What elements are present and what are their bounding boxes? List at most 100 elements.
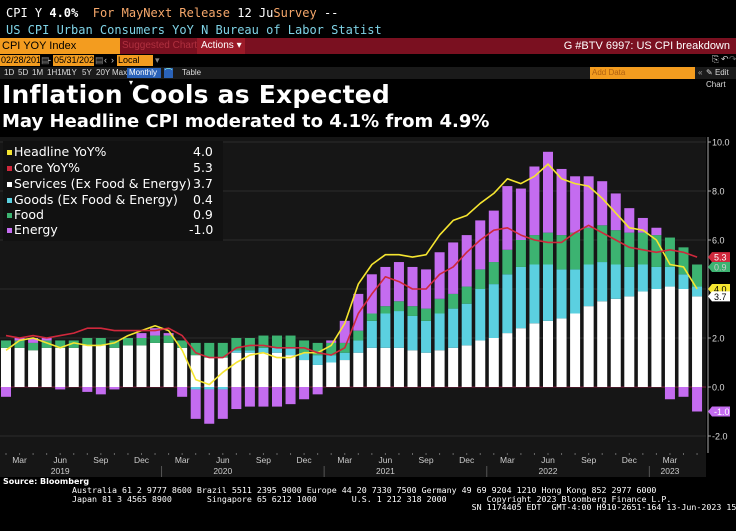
chart-subtitle: May Headline CPI moderated to 4.1% from … bbox=[2, 111, 490, 132]
x-tick-label: Jun bbox=[379, 455, 393, 465]
bar-segment-energy bbox=[434, 252, 445, 299]
export-icon[interactable]: ⎘ bbox=[712, 54, 720, 64]
bar-segment-services bbox=[244, 352, 255, 387]
security-input[interactable]: CPI YOY Index bbox=[0, 38, 120, 54]
period-button-1d[interactable]: 1D bbox=[4, 68, 15, 77]
bar-segment-energy bbox=[651, 227, 662, 236]
bar-segment-food bbox=[1, 340, 11, 348]
bar-segment-goods bbox=[664, 266, 675, 287]
legend-item-food[interactable]: Food bbox=[7, 207, 44, 222]
add-data-input[interactable]: Add Data bbox=[590, 67, 695, 79]
bar-segment-services bbox=[55, 347, 66, 387]
calendar-icon[interactable]: ▤ bbox=[41, 55, 50, 65]
period-button-5d[interactable]: 5D bbox=[18, 68, 29, 77]
bar-segment-energy bbox=[448, 242, 459, 294]
x-tick-label: Dec bbox=[459, 455, 475, 465]
line-chart-icon[interactable]: ⌒ bbox=[164, 68, 173, 78]
period-button-max[interactable]: Max bbox=[112, 68, 128, 77]
actions-menu-button[interactable]: Actions ▾ bbox=[197, 38, 245, 54]
last-value-tag-label: 5.3 bbox=[714, 253, 727, 263]
legend-item-services[interactable]: Services (Ex Food & Energy) bbox=[7, 176, 191, 191]
bar-segment-energy bbox=[502, 186, 513, 250]
next-release-value: 12 Ju bbox=[237, 6, 274, 20]
undo-icon[interactable]: ↶ bbox=[721, 54, 729, 64]
bar-segment-food bbox=[163, 335, 174, 343]
period-button-5y[interactable]: 5Y bbox=[82, 68, 92, 77]
legend-value: 0.9 bbox=[193, 207, 213, 222]
bar-segment-energy bbox=[136, 333, 147, 338]
bar-segment-goods bbox=[272, 347, 282, 353]
x-tick-label: Mar bbox=[337, 455, 352, 465]
end-date-input[interactable]: 05/31/2023 bbox=[53, 55, 100, 66]
bar-segment-energy bbox=[556, 168, 567, 236]
legend-value: 3.7 bbox=[193, 176, 213, 191]
bar-segment-goods bbox=[312, 355, 323, 365]
legend-item-goods[interactable]: Goods (Ex Food & Energy) bbox=[7, 192, 178, 207]
bar-segment-services bbox=[366, 347, 377, 387]
for-period-label: For May bbox=[92, 6, 144, 20]
bar-segment-services bbox=[407, 350, 418, 387]
survey-label: Survey bbox=[273, 6, 317, 20]
bar-segment-goods bbox=[692, 286, 703, 297]
period-button-1y[interactable]: 1Y bbox=[67, 68, 77, 77]
bar-segment-services bbox=[597, 301, 608, 387]
bar-segment-goods bbox=[502, 274, 513, 334]
x-year-label: 2023 bbox=[660, 466, 679, 476]
bar-segment-food bbox=[41, 340, 52, 348]
last-value-tag-label: 3.7 bbox=[714, 292, 727, 302]
x-tick-label: Dec bbox=[622, 455, 638, 465]
bar-segment-services bbox=[204, 357, 215, 387]
chevron-down-icon[interactable]: ▾ bbox=[155, 55, 160, 65]
bar-segment-services bbox=[41, 347, 52, 387]
edit-chart-button[interactable]: ✎ Edit Chart bbox=[706, 68, 729, 89]
bar-segment-energy bbox=[95, 387, 106, 395]
bar-segment-food bbox=[231, 338, 242, 351]
security-quote-line: CPI Y 4.0% For MayNext Release 12 JuSurv… bbox=[6, 6, 338, 20]
bar-segment-goods bbox=[529, 264, 540, 324]
period-button-20y[interactable]: 20Y bbox=[96, 68, 111, 77]
frequency-label: Monthly bbox=[129, 68, 158, 77]
legend-value: 5.3 bbox=[193, 160, 213, 175]
legend-swatch bbox=[7, 150, 12, 155]
legend-item-energy[interactable]: Energy bbox=[7, 222, 58, 237]
currency-select[interactable]: Local CCY bbox=[117, 55, 153, 76]
calendar-icon[interactable]: ▤ bbox=[95, 55, 104, 65]
x-tick-label: Mar bbox=[175, 455, 190, 465]
bar-segment-energy bbox=[339, 320, 350, 343]
bar-segment-services bbox=[299, 360, 310, 387]
bar-segment-food bbox=[664, 237, 675, 267]
bar-segment-services bbox=[326, 362, 337, 387]
bar-segment-goods bbox=[475, 289, 486, 341]
bar-segment-goods bbox=[231, 350, 242, 353]
table-button[interactable]: Table bbox=[182, 68, 202, 77]
legend-item-headline[interactable]: Headline YoY% bbox=[7, 144, 106, 159]
bar-segment-energy bbox=[1, 387, 11, 397]
bar-segment-services bbox=[610, 298, 621, 387]
redo-icon[interactable]: ↷ bbox=[729, 54, 736, 64]
bar-segment-goods bbox=[678, 274, 689, 289]
bar-segment-goods bbox=[610, 264, 621, 299]
period-button-1h1m[interactable]: 1H1M bbox=[47, 68, 69, 77]
survey-value: -- bbox=[323, 6, 339, 20]
frequency-select[interactable]: Monthly ▾ bbox=[127, 68, 161, 87]
start-date-input[interactable]: 02/28/2019 bbox=[0, 55, 47, 66]
ticker-short: CPI Y bbox=[6, 6, 43, 20]
next-period-button[interactable]: › bbox=[111, 55, 114, 65]
legend-item-core[interactable]: Core YoY% bbox=[7, 160, 80, 175]
collapse-icon[interactable]: « bbox=[698, 68, 703, 77]
period-button-1m[interactable]: 1M bbox=[32, 68, 44, 77]
bar-segment-energy bbox=[597, 181, 608, 226]
prev-period-button[interactable]: ‹ bbox=[104, 55, 107, 65]
bar-segment-energy bbox=[217, 389, 228, 419]
bar-segment-goods bbox=[448, 308, 459, 348]
suggested-charts-button[interactable]: Suggested Charts bbox=[122, 40, 203, 51]
bar-segment-food bbox=[258, 335, 269, 348]
bar-segment-food bbox=[204, 342, 215, 358]
bar-segment-energy bbox=[82, 387, 93, 392]
legend-swatch bbox=[7, 228, 12, 233]
bar-segment-food bbox=[556, 235, 567, 270]
chart-title: Inflation Cools as Expected bbox=[2, 80, 390, 109]
footer-line: Japan 81 3 4565 8900 Singapore 65 6212 1… bbox=[72, 493, 672, 504]
x-year-label: 2022 bbox=[539, 466, 558, 476]
bar-segment-services bbox=[651, 289, 662, 387]
